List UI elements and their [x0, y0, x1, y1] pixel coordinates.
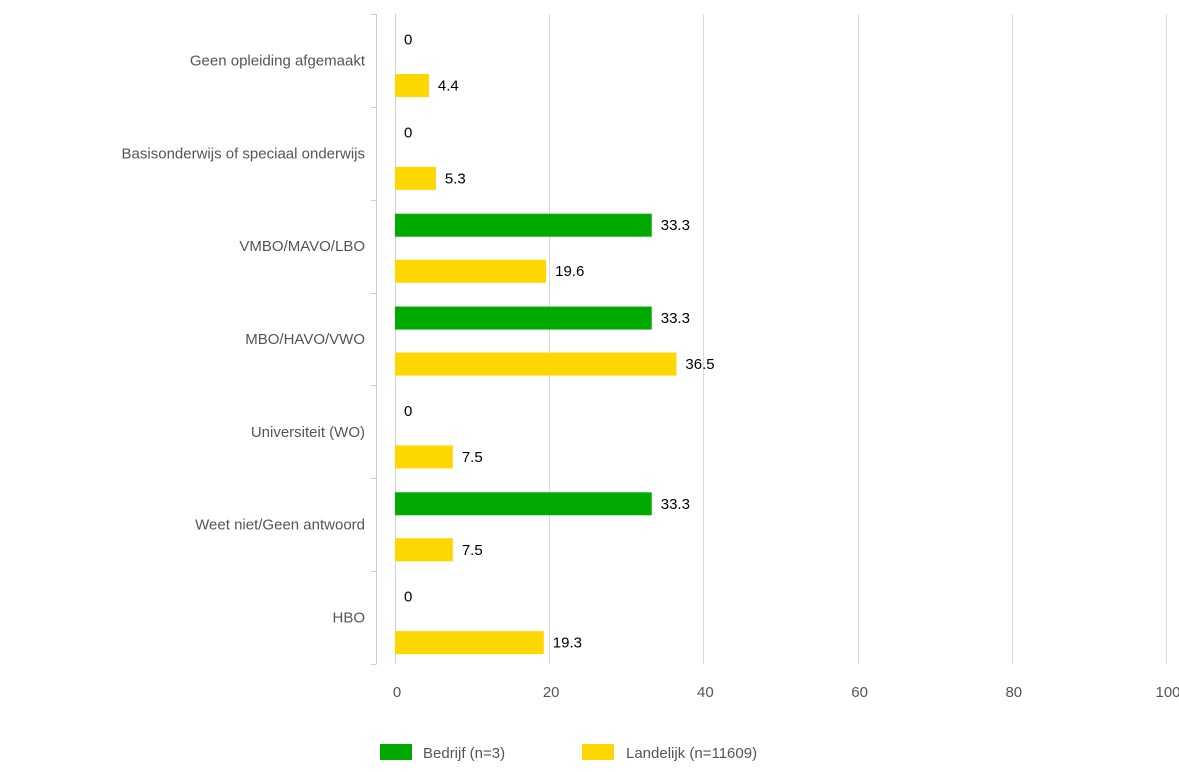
data-label: 7.5: [462, 449, 483, 466]
data-label: 0: [404, 124, 412, 141]
legend-label-bedrijf: Bedrijf (n=3): [423, 745, 505, 762]
bar-landelijk: [395, 259, 547, 283]
category-label: Geen opleiding afgemaakt: [190, 52, 366, 69]
data-label: 33.3: [661, 496, 690, 513]
x-tick-label: 100: [1155, 684, 1179, 701]
data-label: 0: [404, 589, 412, 606]
legend-label-landelijk: Landelijk (n=11609): [626, 745, 757, 762]
legend-swatch-landelijk: [582, 744, 614, 760]
x-tick-label: 80: [1005, 684, 1022, 701]
data-label: 7.5: [462, 542, 483, 559]
x-tick-label: 20: [543, 684, 560, 701]
data-label: 19.3: [553, 635, 582, 652]
bar-landelijk: [395, 74, 429, 97]
bar-landelijk: [395, 631, 544, 655]
bar-bedrijf: [395, 306, 652, 330]
x-tick-label: 40: [697, 684, 714, 701]
data-label: 4.4: [438, 78, 459, 95]
bar-landelijk: [395, 166, 436, 190]
category-label: Universiteit (WO): [251, 424, 365, 441]
data-label: 36.5: [685, 356, 714, 373]
x-tick-label: 60: [851, 684, 868, 701]
category-label: MBO/HAVO/VWO: [245, 331, 365, 348]
data-label: 0: [404, 32, 412, 49]
category-label: Basisonderwijs of speciaal onderwijs: [122, 145, 365, 162]
category-label: Weet niet/Geen antwoord: [195, 517, 365, 534]
legend-swatch-bedrijf: [380, 744, 412, 760]
bar-bedrijf: [395, 213, 652, 237]
x-tick-label: 0: [393, 684, 401, 701]
bar-landelijk: [395, 352, 677, 376]
data-label: 19.6: [555, 263, 584, 280]
data-label: 0: [404, 403, 412, 420]
bar-bedrijf: [395, 492, 652, 516]
data-label: 5.3: [445, 170, 466, 187]
category-label: VMBO/MAVO/LBO: [239, 238, 365, 255]
category-label: HBO: [332, 610, 365, 627]
bar-landelijk: [395, 445, 453, 469]
data-label: 33.3: [661, 310, 690, 327]
bar-landelijk: [395, 538, 453, 562]
data-label: 33.3: [661, 217, 690, 234]
